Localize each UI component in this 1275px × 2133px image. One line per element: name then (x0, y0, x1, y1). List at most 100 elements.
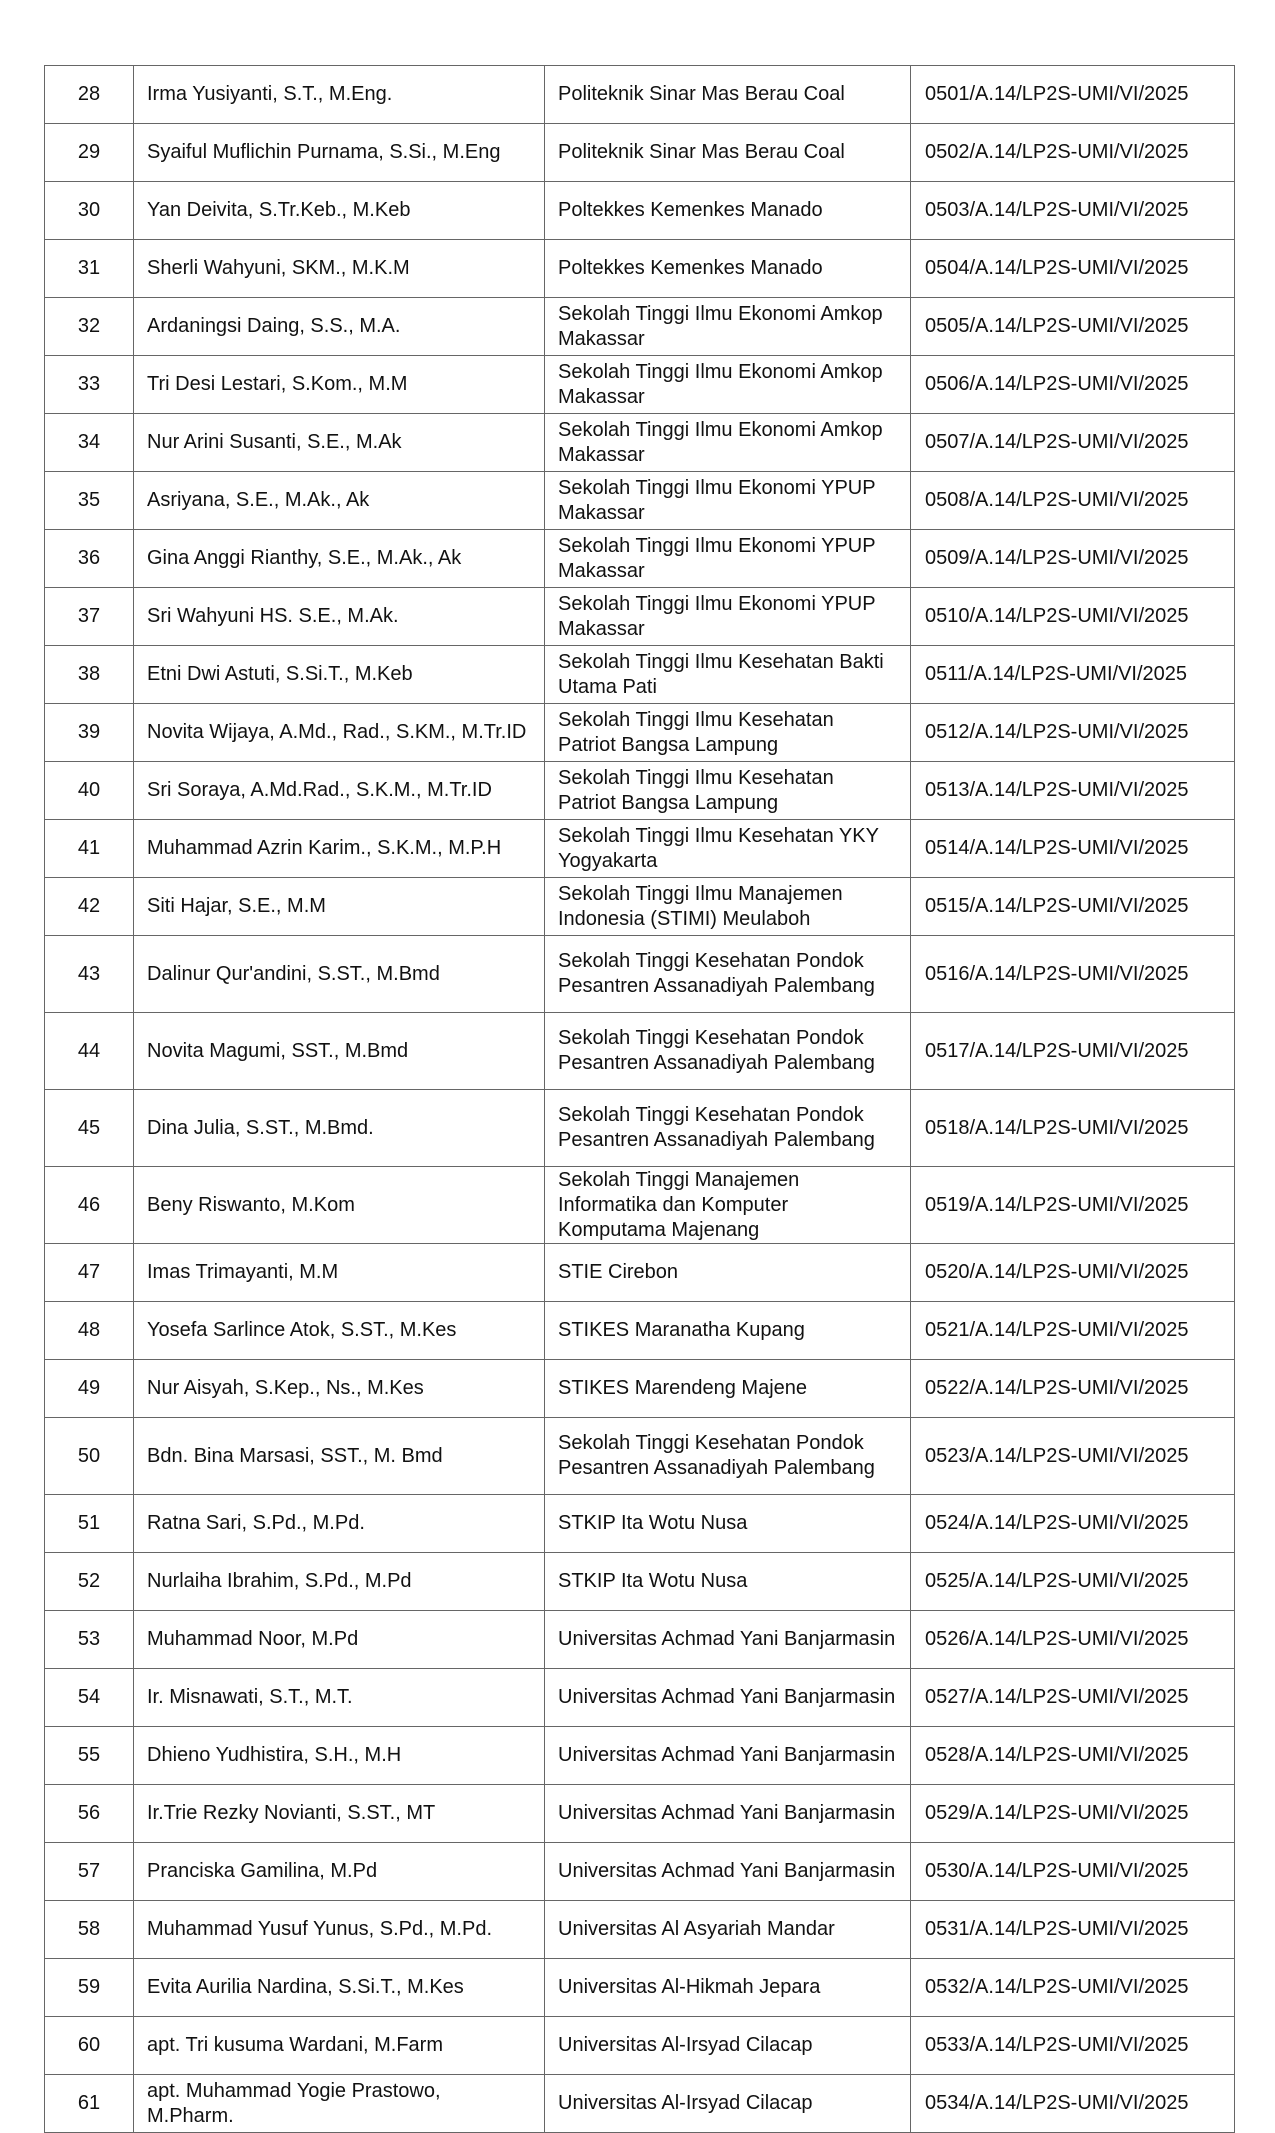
institution-name: Sekolah Tinggi Ilmu Kesehatan Patriot Ba… (544, 703, 911, 762)
institution-name: Sekolah Tinggi Ilmu Ekonomi YPUP Makassa… (544, 587, 911, 646)
participant-name: Muhammad Yusuf Yunus, S.Pd., M.Pd. (133, 1900, 545, 1959)
table-row: 34 Nur Arini Susanti, S.E., M.Ak Sekolah T… (44, 413, 1235, 472)
participant-name: Imas Trimayanti, M.M (133, 1243, 545, 1302)
reference-number: 0502/A.14/LP2S-UMI/VI/2025 (910, 123, 1235, 182)
table-row: 28 Irma Yusiyanti, S.T., M.Eng. Politeknik… (44, 65, 1235, 124)
row-number: 35 (44, 471, 134, 530)
participant-name: apt. Tri kusuma Wardani, M.Farm (133, 2016, 545, 2075)
row-number: 52 (44, 1552, 134, 1611)
participant-name: Siti Hajar, S.E., M.M (133, 877, 545, 936)
row-number: 38 (44, 645, 134, 704)
row-number: 51 (44, 1494, 134, 1553)
row-number: 57 (44, 1842, 134, 1901)
reference-number: 0526/A.14/LP2S-UMI/VI/2025 (910, 1610, 1235, 1669)
participant-name: Irma Yusiyanti, S.T., M.Eng. (133, 65, 545, 124)
institution-name: Sekolah Tinggi Ilmu Ekonomi Amkop Makass… (544, 413, 911, 472)
table-row: 39 Novita Wijaya, A.Md., Rad., S.KM., M.T… (44, 703, 1235, 762)
table-row: 37 Sri Wahyuni HS. S.E., M.Ak. Sekolah Tin… (44, 587, 1235, 646)
participant-name: Tri Desi Lestari, S.Kom., M.M (133, 355, 545, 414)
table-row: 57 Pranciska Gamilina, M.Pd Universitas Ac… (44, 1842, 1235, 1901)
row-number: 37 (44, 587, 134, 646)
table-row: 49 Nur Aisyah, S.Kep., Ns., M.Kes STIKES M… (44, 1359, 1235, 1418)
row-number: 50 (44, 1417, 134, 1495)
reference-number: 0521/A.14/LP2S-UMI/VI/2025 (910, 1301, 1235, 1360)
institution-name: Sekolah Tinggi Kesehatan Pondok Pesantre… (544, 1089, 911, 1167)
institution-name: Sekolah Tinggi Kesehatan Pondok Pesantre… (544, 1012, 911, 1090)
institution-name: Universitas Achmad Yani Banjarmasin (544, 1842, 911, 1901)
participant-name: Novita Magumi, SST., M.Bmd (133, 1012, 545, 1090)
reference-number: 0520/A.14/LP2S-UMI/VI/2025 (910, 1243, 1235, 1302)
reference-number: 0508/A.14/LP2S-UMI/VI/2025 (910, 471, 1235, 530)
reference-number: 0518/A.14/LP2S-UMI/VI/2025 (910, 1089, 1235, 1167)
institution-name: Universitas Achmad Yani Banjarmasin (544, 1668, 911, 1727)
institution-name: Universitas Al Asyariah Mandar (544, 1900, 911, 1959)
participant-name: Muhammad Azrin Karim., S.K.M., M.P.H (133, 819, 545, 878)
row-number: 29 (44, 123, 134, 182)
table-row: 36 Gina Anggi Rianthy, S.E., M.Ak., Ak Sek… (44, 529, 1235, 588)
table-row: 51 Ratna Sari, S.Pd., M.Pd. STKIP Ita Wotu… (44, 1494, 1235, 1553)
institution-name: Sekolah Tinggi Ilmu Ekonomi Amkop Makass… (544, 355, 911, 414)
institution-name: Sekolah Tinggi Kesehatan Pondok Pesantre… (544, 935, 911, 1013)
row-number: 40 (44, 761, 134, 820)
reference-number: 0525/A.14/LP2S-UMI/VI/2025 (910, 1552, 1235, 1611)
participant-name: Gina Anggi Rianthy, S.E., M.Ak., Ak (133, 529, 545, 588)
participant-name: Nur Arini Susanti, S.E., M.Ak (133, 413, 545, 472)
participant-name: Etni Dwi Astuti, S.Si.T., M.Keb (133, 645, 545, 704)
participant-name: apt. Muhammad Yogie Prastowo, M.Pharm. (133, 2074, 545, 2133)
institution-name: STKIP Ita Wotu Nusa (544, 1494, 911, 1553)
participant-name: Yan Deivita, S.Tr.Keb., M.Keb (133, 181, 545, 240)
participant-name: Ir. Misnawati, S.T., M.T. (133, 1668, 545, 1727)
table-row: 55 Dhieno Yudhistira, S.H., M.H Universita… (44, 1726, 1235, 1785)
table-row: 50 Bdn. Bina Marsasi, SST., M. Bmd Sekolah… (44, 1417, 1235, 1495)
reference-number: 0532/A.14/LP2S-UMI/VI/2025 (910, 1958, 1235, 2017)
institution-name: STIKES Marendeng Majene (544, 1359, 911, 1418)
table-row: 42 Siti Hajar, S.E., M.M Sekolah Tinggi Il… (44, 877, 1235, 936)
participant-name: Novita Wijaya, A.Md., Rad., S.KM., M.Tr.… (133, 703, 545, 762)
table-row: 35 Asriyana, S.E., M.Ak., Ak Sekolah Tingg… (44, 471, 1235, 530)
row-number: 59 (44, 1958, 134, 2017)
reference-number: 0528/A.14/LP2S-UMI/VI/2025 (910, 1726, 1235, 1785)
row-number: 48 (44, 1301, 134, 1360)
participant-name: Sherli Wahyuni, SKM., M.K.M (133, 239, 545, 298)
participant-name: Beny Riswanto, M.Kom (133, 1166, 545, 1244)
table-body: 28 Irma Yusiyanti, S.T., M.Eng. Politeknik… (44, 65, 1235, 2133)
institution-name: STIE Cirebon (544, 1243, 911, 1302)
participant-name: Asriyana, S.E., M.Ak., Ak (133, 471, 545, 530)
participant-name: Nur Aisyah, S.Kep., Ns., M.Kes (133, 1359, 545, 1418)
table-row: 30 Yan Deivita, S.Tr.Keb., M.Keb Poltekkes… (44, 181, 1235, 240)
institution-name: Universitas Al-Irsyad Cilacap (544, 2074, 911, 2133)
reference-number: 0510/A.14/LP2S-UMI/VI/2025 (910, 587, 1235, 646)
institution-name: Universitas Al-Irsyad Cilacap (544, 2016, 911, 2075)
institution-name: Universitas Achmad Yani Banjarmasin (544, 1610, 911, 1669)
table-row: 31 Sherli Wahyuni, SKM., M.K.M Poltekkes K… (44, 239, 1235, 298)
row-number: 46 (44, 1166, 134, 1244)
participants-table: 28 Irma Yusiyanti, S.T., M.Eng. Politeknik… (44, 65, 1235, 2133)
participant-name: Sri Soraya, A.Md.Rad., S.K.M., M.Tr.ID (133, 761, 545, 820)
row-number: 47 (44, 1243, 134, 1302)
reference-number: 0523/A.14/LP2S-UMI/VI/2025 (910, 1417, 1235, 1495)
participant-name: Dhieno Yudhistira, S.H., M.H (133, 1726, 545, 1785)
reference-number: 0513/A.14/LP2S-UMI/VI/2025 (910, 761, 1235, 820)
reference-number: 0509/A.14/LP2S-UMI/VI/2025 (910, 529, 1235, 588)
reference-number: 0522/A.14/LP2S-UMI/VI/2025 (910, 1359, 1235, 1418)
reference-number: 0507/A.14/LP2S-UMI/VI/2025 (910, 413, 1235, 472)
reference-number: 0529/A.14/LP2S-UMI/VI/2025 (910, 1784, 1235, 1843)
institution-name: Poltekkes Kemenkes Manado (544, 239, 911, 298)
reference-number: 0533/A.14/LP2S-UMI/VI/2025 (910, 2016, 1235, 2075)
table-row: 32 Ardaningsi Daing, S.S., M.A. Sekolah Ti… (44, 297, 1235, 356)
institution-name: Sekolah Tinggi Manajemen Informatika dan… (544, 1166, 911, 1244)
row-number: 31 (44, 239, 134, 298)
row-number: 45 (44, 1089, 134, 1167)
table-row: 43 Dalinur Qur'andini, S.ST., M.Bmd Sekola… (44, 935, 1235, 1013)
institution-name: STIKES Maranatha Kupang (544, 1301, 911, 1360)
participant-name: Yosefa Sarlince Atok, S.ST., M.Kes (133, 1301, 545, 1360)
institution-name: Poltekkes Kemenkes Manado (544, 181, 911, 240)
row-number: 54 (44, 1668, 134, 1727)
reference-number: 0527/A.14/LP2S-UMI/VI/2025 (910, 1668, 1235, 1727)
participant-name: Dina Julia, S.ST., M.Bmd. (133, 1089, 545, 1167)
participant-name: Nurlaiha Ibrahim, S.Pd., M.Pd (133, 1552, 545, 1611)
table-row: 45 Dina Julia, S.ST., M.Bmd. Sekolah Tingg… (44, 1089, 1235, 1167)
institution-name: Sekolah Tinggi Ilmu Manajemen Indonesia … (544, 877, 911, 936)
institution-name: Sekolah Tinggi Ilmu Ekonomi YPUP Makassa… (544, 529, 911, 588)
institution-name: Politeknik Sinar Mas Berau Coal (544, 65, 911, 124)
